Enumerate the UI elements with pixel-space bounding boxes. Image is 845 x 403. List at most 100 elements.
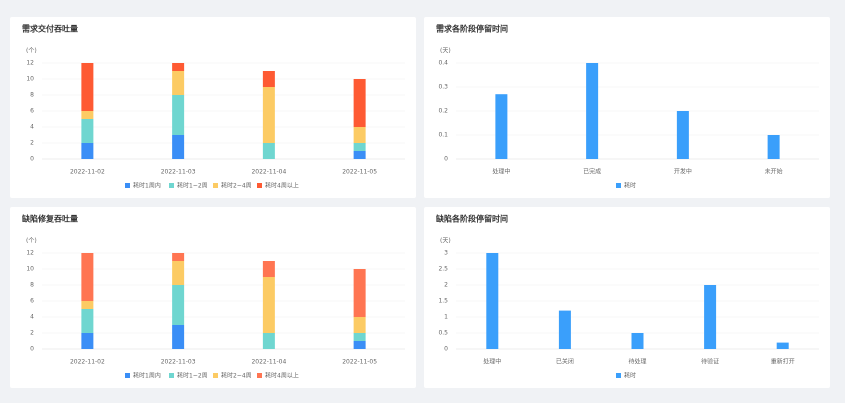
bar [172, 325, 185, 349]
bar [586, 63, 599, 159]
x-tick-label: 已关闭 [556, 358, 574, 366]
x-tick-label: 2022-11-04 [251, 359, 286, 366]
x-tick-label: 2022-11-02 [70, 359, 105, 366]
bar [353, 317, 366, 333]
unit-label: (个) [26, 48, 37, 55]
y-tick-label: 6 [30, 298, 34, 305]
bar [81, 333, 94, 349]
y-tick-label: 0.2 [438, 108, 448, 115]
y-tick-label: 0.4 [438, 60, 448, 67]
legend-label: 耗时1周内 [133, 182, 161, 190]
x-tick-label: 未开始 [765, 168, 783, 176]
legend-swatch [213, 183, 218, 188]
x-tick-label: 待验证 [701, 358, 719, 366]
y-tick-label: 0.1 [438, 132, 448, 139]
legend-label: 耗时4周以上 [265, 372, 299, 380]
bar [353, 269, 366, 317]
bar [172, 261, 185, 285]
bar [353, 151, 366, 159]
y-tick-label: 12 [26, 60, 34, 67]
bar [767, 135, 780, 159]
y-tick-label: 10 [26, 76, 34, 83]
legend-swatch [257, 183, 262, 188]
x-tick-label: 待处理 [628, 358, 646, 366]
bar [558, 310, 571, 349]
y-tick-label: 2 [444, 282, 448, 289]
bar [353, 143, 366, 151]
unit-label: (个) [26, 238, 37, 245]
bar [776, 342, 789, 349]
legend-swatch [125, 183, 130, 188]
bar [172, 285, 185, 325]
x-tick-label: 处理中 [492, 168, 510, 176]
x-tick-label: 2022-11-02 [70, 169, 105, 176]
y-tick-label: 0 [444, 156, 448, 163]
y-tick-label: 0 [30, 156, 34, 163]
x-tick-label: 处理中 [483, 358, 501, 366]
bar [262, 277, 275, 333]
legend-label: 耗时1周内 [133, 372, 161, 380]
y-tick-label: 6 [30, 108, 34, 115]
legend-label: 耗时4周以上 [265, 182, 299, 190]
bar [495, 94, 508, 159]
y-tick-label: 8 [30, 282, 34, 289]
bar [172, 253, 185, 261]
bar [353, 333, 366, 341]
legend-label: 耗时2~4周 [221, 182, 252, 190]
legend-label: 耗时 [624, 372, 636, 380]
bar [676, 111, 689, 159]
x-tick-label: 2022-11-04 [251, 169, 286, 176]
x-tick-label: 2022-11-03 [161, 359, 196, 366]
y-tick-label: 2 [30, 140, 34, 147]
bar [262, 87, 275, 143]
legend-label: 耗时1~2周 [177, 182, 208, 190]
bar [172, 95, 185, 135]
chart-title: 缺陷各阶段停留时间 [435, 214, 508, 224]
bar [81, 301, 94, 309]
bar [262, 143, 275, 159]
legend-label: 耗时1~2周 [177, 372, 208, 380]
bar [353, 127, 366, 143]
y-tick-label: 8 [30, 92, 34, 99]
x-tick-label: 开发中 [674, 168, 692, 176]
bar [81, 111, 94, 119]
y-tick-label: 10 [26, 266, 34, 273]
panel-bg [424, 17, 830, 198]
bar [353, 341, 366, 349]
x-tick-label: 2022-11-03 [161, 169, 196, 176]
legend-swatch [616, 373, 621, 378]
y-tick-label: 0.5 [438, 330, 448, 337]
chart-title: 需求各阶段停留时间 [436, 24, 508, 34]
panel-bg [10, 17, 416, 198]
bar [172, 135, 185, 159]
y-tick-label: 1 [444, 314, 448, 321]
legend-label: 耗时 [624, 182, 636, 190]
legend-swatch [169, 183, 174, 188]
legend-swatch [169, 373, 174, 378]
y-tick-label: 1.5 [438, 298, 448, 305]
y-tick-label: 2 [30, 330, 34, 337]
unit-label: (天) [440, 48, 451, 55]
x-tick-label: 已完成 [583, 168, 601, 176]
y-tick-label: 2.5 [438, 266, 448, 273]
bar [631, 333, 644, 349]
chart-title: 需求交付吞吐量 [22, 24, 78, 34]
panel-bg [10, 207, 416, 388]
bar [486, 253, 499, 349]
bar [81, 63, 94, 111]
y-tick-label: 0 [30, 346, 34, 353]
y-tick-label: 12 [26, 250, 34, 257]
legend-swatch [213, 373, 218, 378]
legend-swatch [125, 373, 130, 378]
y-tick-label: 4 [30, 124, 34, 131]
bar [81, 143, 94, 159]
y-tick-label: 0.3 [438, 84, 448, 91]
x-tick-label: 2022-11-05 [342, 169, 377, 176]
bar [704, 285, 717, 349]
y-tick-label: 0 [444, 346, 448, 353]
y-tick-label: 4 [30, 314, 34, 321]
bar [262, 333, 275, 349]
legend-swatch [257, 373, 262, 378]
bar [172, 63, 185, 71]
